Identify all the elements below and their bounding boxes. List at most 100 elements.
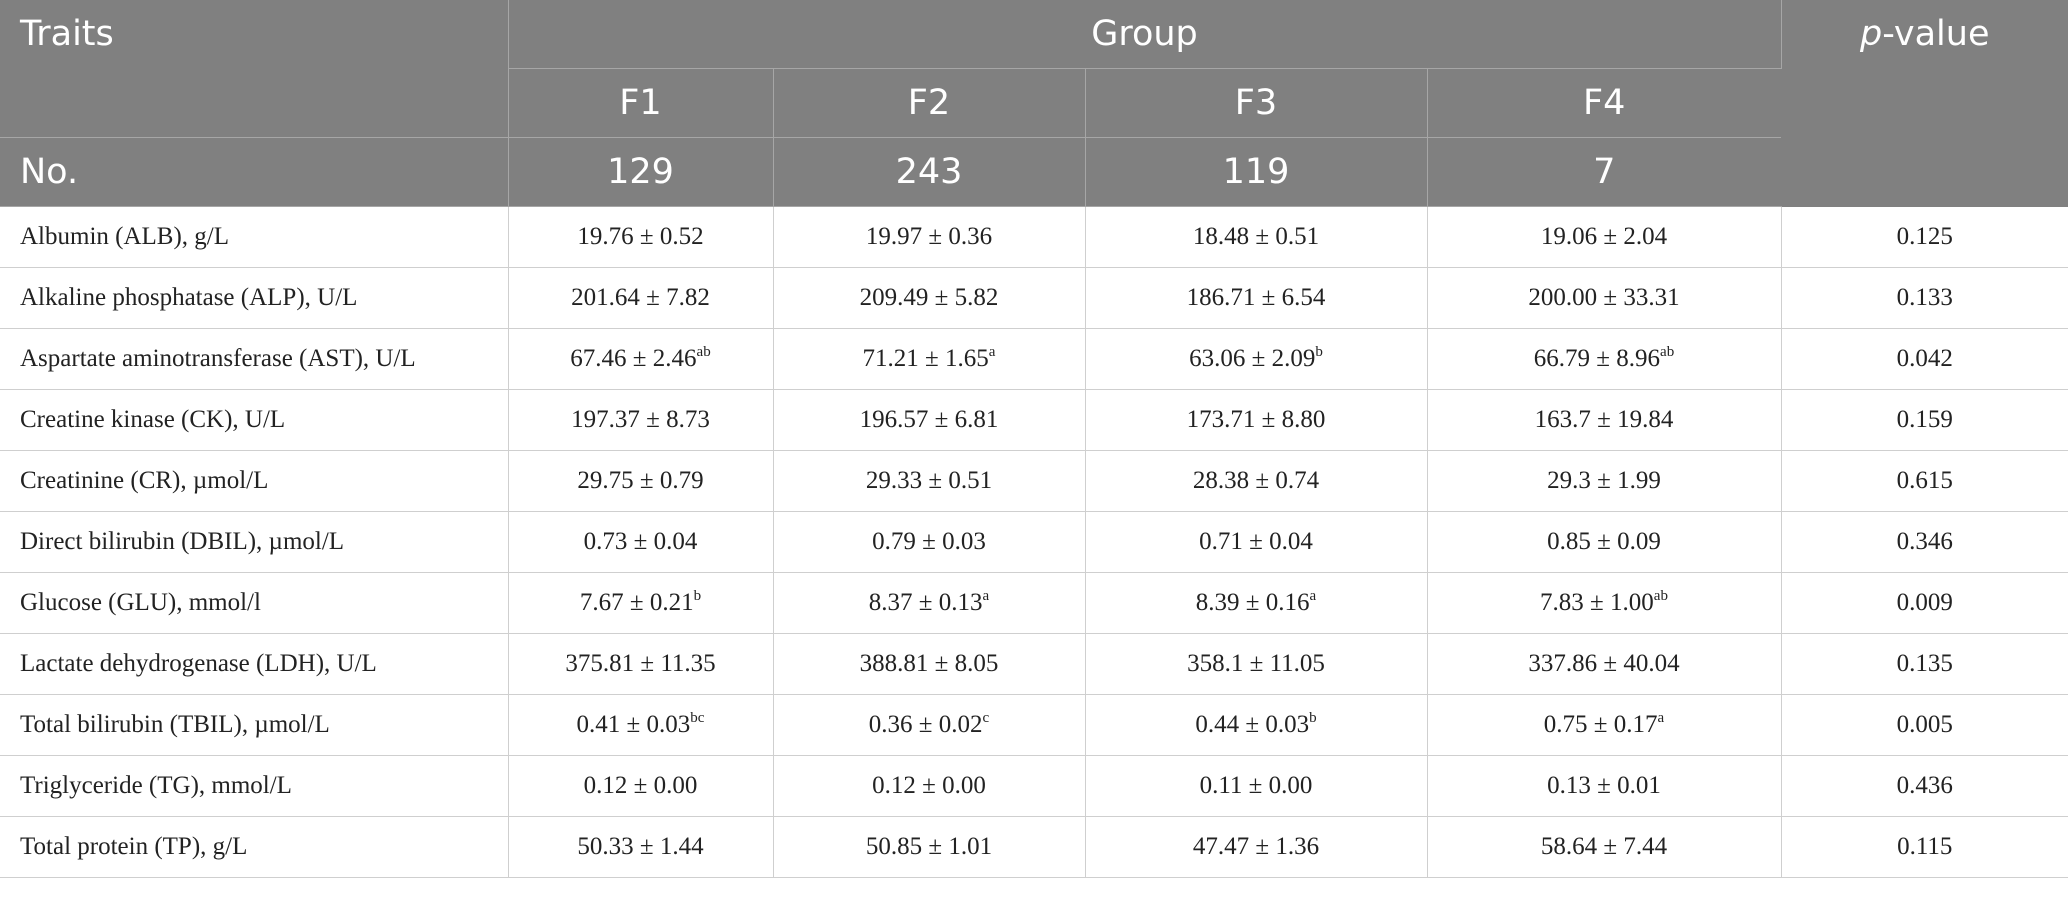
table-row: Lactate dehydrogenase (LDH), U/L 375.81 ±… <box>0 633 2068 695</box>
mean-sd-value: 0.13 ± 0.01 <box>1547 772 1661 799</box>
value-cell-f1: 375.81 ± 11.35 <box>508 633 774 695</box>
value-cell-f4: 163.7 ± 19.84 <box>1427 389 1782 451</box>
mean-sd-value: 0.12 ± 0.00 <box>872 772 986 799</box>
header-row-counts: No. 129 243 119 7 <box>0 137 2068 207</box>
value-cell-f2: 388.81 ± 8.05 <box>773 633 1086 695</box>
mean-sd-value: 200.00 ± 33.31 <box>1528 284 1680 311</box>
mean-sd-value: 196.57 ± 6.81 <box>859 406 999 433</box>
mean-sd-value: 0.12 ± 0.00 <box>583 772 698 799</box>
header-row-groups: F1 F2 F3 F4 <box>0 68 2068 138</box>
mean-sd-value: 7.67 ± 0.21 <box>579 589 694 616</box>
trait-name: Triglyceride (TG), mmol/L <box>0 755 509 817</box>
value-cell-f1: 0.73 ± 0.04 <box>508 511 774 573</box>
mean-sd-value: 186.71 ± 6.54 <box>1186 284 1326 311</box>
value-cell-f3: 0.71 ± 0.04 <box>1085 511 1428 573</box>
value-cell-f3: 63.06 ± 2.09b <box>1085 328 1428 390</box>
header-count-f2: 243 <box>773 137 1086 207</box>
significance-superscript: ab <box>1660 344 1675 360</box>
value-cell-f3: 358.1 ± 11.05 <box>1085 633 1428 695</box>
header-p-value: p-value <box>1781 0 2068 207</box>
header-row-group: Traits Group p-value <box>0 0 2068 207</box>
mean-sd-value: 0.36 ± 0.02 <box>868 711 983 738</box>
mean-sd-value: 7.83 ± 1.00 <box>1540 589 1654 616</box>
p-value-suffix: -value <box>1882 14 1990 54</box>
mean-sd-value: 337.86 ± 40.04 <box>1528 650 1680 677</box>
mean-sd-value: 18.48 ± 0.51 <box>1192 223 1320 250</box>
table-row: Aspartate aminotransferase (AST), U/L 67.… <box>0 328 2068 390</box>
value-cell-f1: 19.76 ± 0.52 <box>508 206 774 268</box>
significance-superscript: a <box>1309 588 1317 604</box>
value-cell-f4: 200.00 ± 33.31 <box>1427 267 1782 329</box>
header-traits: Traits <box>0 0 509 138</box>
trait-name: Alkaline phosphatase (ALP), U/L <box>0 267 509 329</box>
value-cell-f3: 186.71 ± 6.54 <box>1085 267 1428 329</box>
mean-sd-value: 29.3 ± 1.99 <box>1547 467 1661 494</box>
mean-sd-value: 163.7 ± 19.84 <box>1534 406 1674 433</box>
p-value-cell: 0.009 <box>1781 572 2068 634</box>
mean-sd-value: 0.85 ± 0.09 <box>1547 528 1661 555</box>
mean-sd-value: 29.33 ± 0.51 <box>865 467 993 494</box>
table-body: Albumin (ALB), g/L 19.76 ± 0.52 19.97 ± 0.… <box>0 206 2068 878</box>
trait-name: Albumin (ALB), g/L <box>0 206 509 268</box>
trait-name: Glucose (GLU), mmol/l <box>0 572 509 634</box>
mean-sd-value: 0.71 ± 0.04 <box>1199 528 1313 555</box>
mean-sd-value: 63.06 ± 2.09 <box>1189 345 1316 372</box>
value-cell-f4: 0.75 ± 0.17a <box>1427 694 1782 756</box>
table-row: Direct bilirubin (DBIL), µmol/L 0.73 ± 0.… <box>0 511 2068 573</box>
value-cell-f2: 0.36 ± 0.02c <box>773 694 1086 756</box>
p-value-cell: 0.042 <box>1781 328 2068 390</box>
header-group: Group <box>508 0 1782 69</box>
value-cell-f4: 337.86 ± 40.04 <box>1427 633 1782 695</box>
mean-sd-value: 8.39 ± 0.16 <box>1195 589 1310 616</box>
p-value-cell: 0.125 <box>1781 206 2068 268</box>
mean-sd-value: 50.85 ± 1.01 <box>865 833 993 860</box>
header-count-f3: 119 <box>1085 137 1428 207</box>
table-row: Glucose (GLU), mmol/l 7.67 ± 0.21b 8.37 ± … <box>0 572 2068 634</box>
header-group-f3: F3 <box>1085 68 1428 138</box>
table-row: Albumin (ALB), g/L 19.76 ± 0.52 19.97 ± 0.… <box>0 206 2068 268</box>
value-cell-f4: 7.83 ± 1.00ab <box>1427 572 1782 634</box>
value-cell-f1: 50.33 ± 1.44 <box>508 816 774 878</box>
p-value-cell: 0.436 <box>1781 755 2068 817</box>
significance-superscript: b <box>1315 344 1323 360</box>
value-cell-f4: 0.13 ± 0.01 <box>1427 755 1782 817</box>
value-cell-f1: 29.75 ± 0.79 <box>508 450 774 512</box>
header-group-f2: F2 <box>773 68 1086 138</box>
header-count-f1: 129 <box>508 137 774 207</box>
value-cell-f3: 28.38 ± 0.74 <box>1085 450 1428 512</box>
mean-sd-value: 47.47 ± 1.36 <box>1192 833 1320 860</box>
value-cell-f1: 197.37 ± 8.73 <box>508 389 774 451</box>
mean-sd-value: 358.1 ± 11.05 <box>1187 650 1325 677</box>
mean-sd-value: 71.21 ± 1.65 <box>862 345 989 372</box>
value-cell-f1: 0.12 ± 0.00 <box>508 755 774 817</box>
value-cell-f1: 201.64 ± 7.82 <box>508 267 774 329</box>
mean-sd-value: 0.73 ± 0.04 <box>583 528 698 555</box>
value-cell-f1: 7.67 ± 0.21b <box>508 572 774 634</box>
value-cell-f2: 196.57 ± 6.81 <box>773 389 1086 451</box>
table-row: Creatine kinase (CK), U/L 197.37 ± 8.73 19… <box>0 389 2068 451</box>
significance-superscript: a <box>982 588 990 604</box>
p-value-cell: 0.135 <box>1781 633 2068 695</box>
trait-name: Lactate dehydrogenase (LDH), U/L <box>0 633 509 695</box>
mean-sd-value: 67.46 ± 2.46 <box>570 345 697 372</box>
trait-name: Creatinine (CR), µmol/L <box>0 450 509 512</box>
p-value-cell: 0.346 <box>1781 511 2068 573</box>
mean-sd-value: 375.81 ± 11.35 <box>565 650 716 677</box>
mean-sd-value: 66.79 ± 8.96 <box>1533 345 1661 372</box>
value-cell-f2: 209.49 ± 5.82 <box>773 267 1086 329</box>
p-value-cell: 0.115 <box>1781 816 2068 878</box>
mean-sd-value: 50.33 ± 1.44 <box>577 833 704 860</box>
value-cell-f4: 19.06 ± 2.04 <box>1427 206 1782 268</box>
p-value-cell: 0.133 <box>1781 267 2068 329</box>
p-letter: p <box>1859 14 1883 54</box>
table-row: Alkaline phosphatase (ALP), U/L 201.64 ± … <box>0 267 2068 329</box>
p-value-cell: 0.005 <box>1781 694 2068 756</box>
value-cell-f1: 0.41 ± 0.03bc <box>508 694 774 756</box>
value-cell-f2: 0.12 ± 0.00 <box>773 755 1086 817</box>
value-cell-f3: 18.48 ± 0.51 <box>1085 206 1428 268</box>
value-cell-f2: 19.97 ± 0.36 <box>773 206 1086 268</box>
value-cell-f3: 8.39 ± 0.16a <box>1085 572 1428 634</box>
value-cell-f3: 0.44 ± 0.03b <box>1085 694 1428 756</box>
mean-sd-value: 0.41 ± 0.03 <box>576 711 691 738</box>
mean-sd-value: 173.71 ± 8.80 <box>1186 406 1326 433</box>
